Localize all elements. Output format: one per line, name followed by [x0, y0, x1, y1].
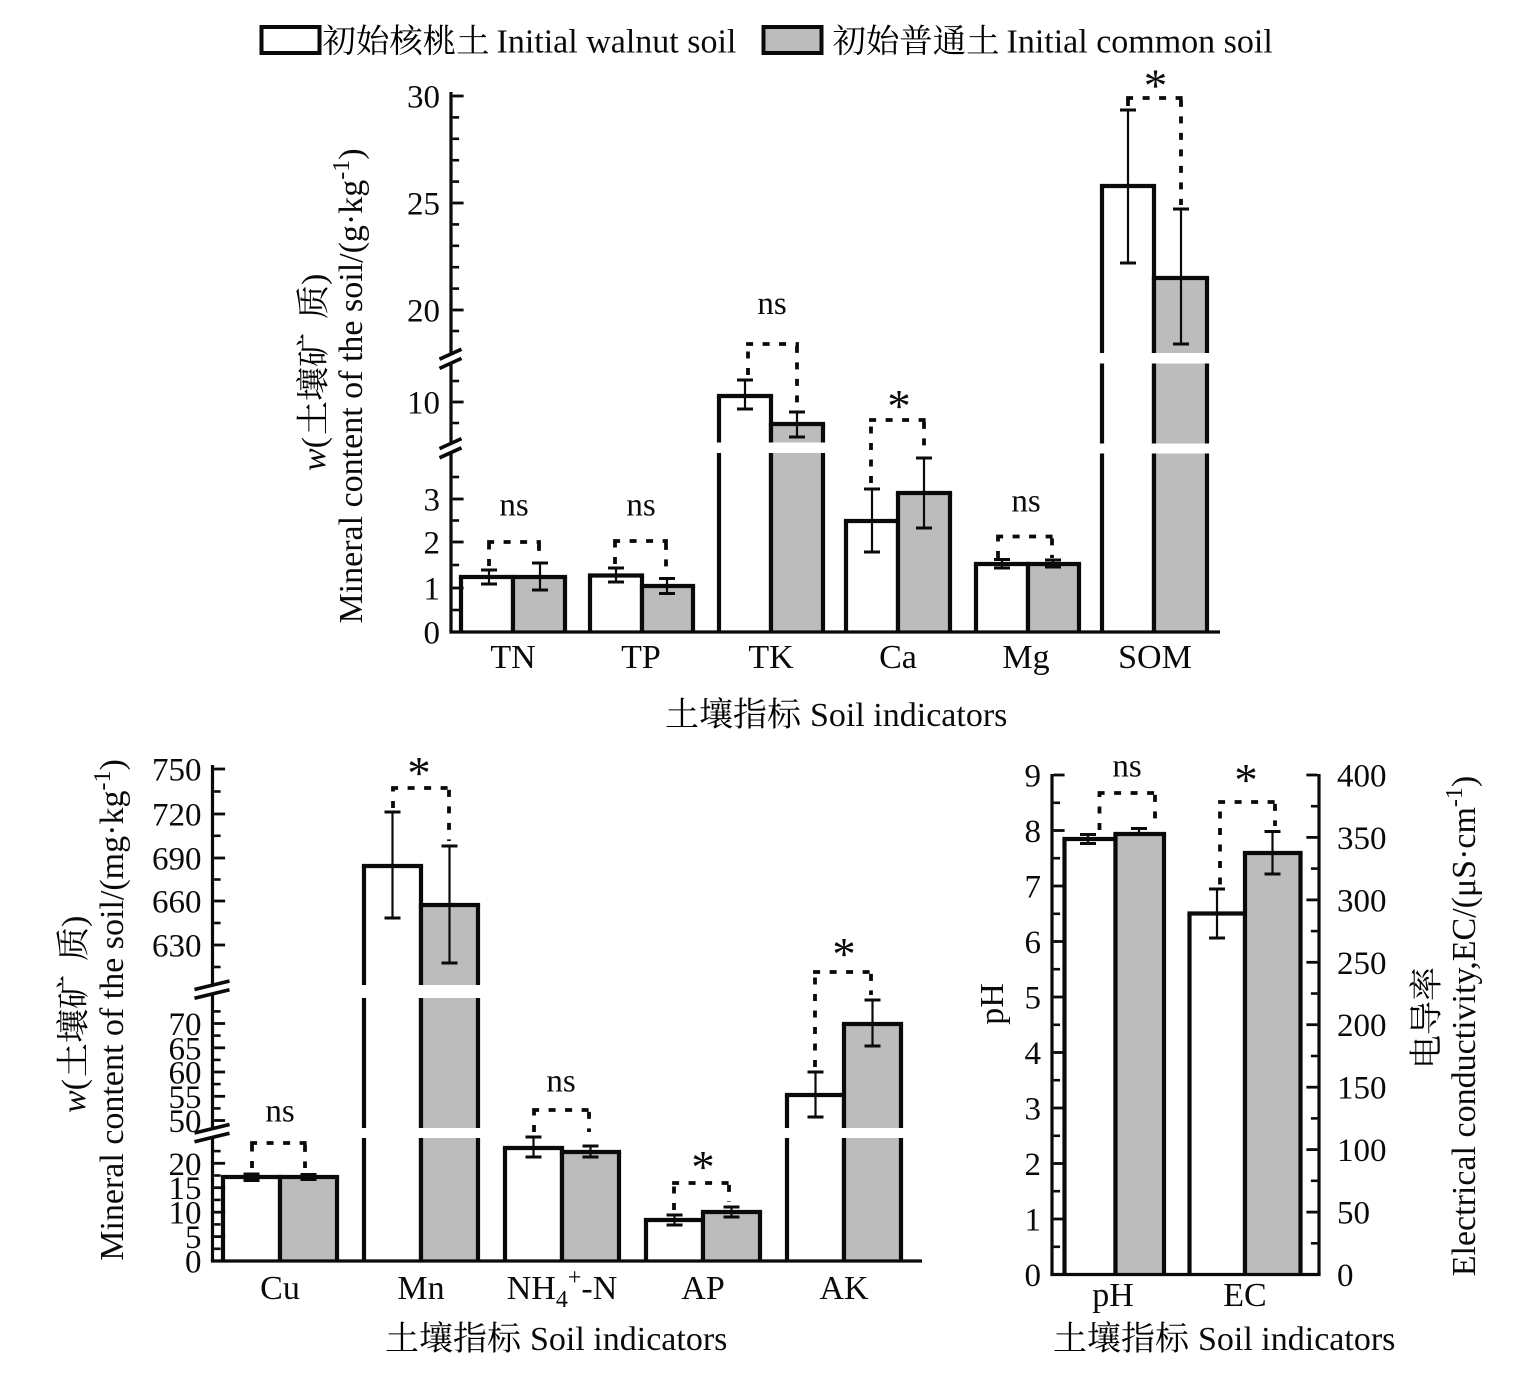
svg-text:10: 10	[407, 386, 440, 422]
svg-text:100: 100	[1337, 1133, 1387, 1169]
svg-text:ns: ns	[1112, 749, 1141, 785]
svg-text:Mineral content of the soil/(g: Mineral content of the soil/(g·kg-1)	[329, 148, 370, 623]
svg-text:Mineral content of the soil/(m: Mineral content of the soil/(mg·kg-1)	[90, 759, 131, 1261]
svg-text:Soil indicators: Soil indicators	[1198, 1321, 1395, 1358]
svg-text:w(: w(	[56, 1079, 93, 1113]
svg-text:2: 2	[424, 526, 441, 562]
svg-text:30: 30	[407, 80, 440, 116]
svg-text:150: 150	[1337, 1071, 1387, 1107]
svg-text:200: 200	[1337, 1008, 1387, 1044]
svg-text:ns: ns	[757, 286, 786, 322]
svg-text:660: 660	[152, 885, 202, 921]
svg-text:2: 2	[1025, 1147, 1042, 1183]
svg-text:*: *	[1144, 60, 1168, 112]
svg-text:*: *	[691, 1142, 715, 1194]
svg-text:720: 720	[152, 798, 202, 834]
svg-text:60: 60	[169, 1056, 202, 1092]
svg-text:50: 50	[169, 1104, 202, 1140]
svg-text:EC: EC	[1223, 1277, 1266, 1314]
svg-text:7: 7	[1025, 870, 1042, 906]
svg-text:350: 350	[1337, 821, 1387, 857]
svg-text:TK: TK	[748, 639, 794, 676]
svg-text:0: 0	[1337, 1258, 1354, 1294]
svg-text:15: 15	[169, 1171, 202, 1207]
svg-text:Electrical conductivity,EC/(μS: Electrical conductivity,EC/(μS·cm-1)	[1442, 776, 1483, 1277]
svg-text:*: *	[887, 381, 911, 433]
svg-text:Soil indicators: Soil indicators	[530, 1321, 727, 1358]
svg-text:3: 3	[1025, 1092, 1042, 1128]
svg-text:0: 0	[185, 1245, 202, 1281]
svg-text:300: 300	[1337, 883, 1387, 919]
svg-text:Initial walnut soil: Initial walnut soil	[497, 24, 737, 61]
svg-text:ns: ns	[546, 1064, 575, 1100]
svg-text:5: 5	[185, 1220, 202, 1256]
svg-text:250: 250	[1337, 946, 1387, 982]
svg-text:6: 6	[1025, 925, 1042, 961]
svg-text:5: 5	[1025, 981, 1042, 1017]
svg-text:ns: ns	[1011, 484, 1040, 520]
svg-text:55: 55	[169, 1080, 202, 1116]
svg-text:630: 630	[152, 929, 202, 965]
svg-text:10: 10	[169, 1196, 202, 1232]
svg-text:Ca: Ca	[879, 639, 917, 676]
svg-text:4: 4	[1025, 1036, 1042, 1072]
svg-text:750: 750	[152, 753, 202, 789]
svg-text:1: 1	[424, 572, 441, 608]
svg-text:TN: TN	[490, 639, 535, 676]
svg-text:20: 20	[407, 294, 440, 330]
svg-text:ns: ns	[265, 1094, 294, 1130]
svg-text:0: 0	[1025, 1258, 1042, 1294]
svg-text:25: 25	[407, 187, 440, 223]
svg-text:*: *	[1234, 755, 1258, 807]
svg-text:ns: ns	[499, 488, 528, 524]
svg-text:pH: pH	[974, 983, 1011, 1025]
svg-text:Initial common soil: Initial common soil	[1007, 24, 1273, 61]
svg-text:690: 690	[152, 842, 202, 878]
svg-text:0: 0	[424, 616, 441, 652]
svg-text:TP: TP	[621, 639, 661, 676]
svg-text:SOM: SOM	[1118, 639, 1192, 676]
svg-text:20: 20	[169, 1147, 202, 1183]
svg-text:): )	[296, 274, 333, 285]
svg-text:3: 3	[424, 483, 441, 519]
svg-text:Mn: Mn	[397, 1270, 444, 1307]
svg-text:70: 70	[169, 1007, 202, 1043]
svg-text:8: 8	[1025, 814, 1042, 850]
svg-text:): )	[56, 916, 93, 927]
svg-text:pH: pH	[1092, 1277, 1134, 1314]
svg-text:9: 9	[1025, 759, 1042, 795]
svg-text:Cu: Cu	[260, 1270, 300, 1307]
svg-text:Soil indicators: Soil indicators	[810, 697, 1007, 734]
svg-text:400: 400	[1337, 759, 1387, 795]
svg-text:ns: ns	[626, 488, 655, 524]
svg-text:AK: AK	[819, 1270, 869, 1307]
svg-text:*: *	[407, 748, 431, 800]
svg-text:w(: w(	[296, 437, 333, 471]
svg-text:Mg: Mg	[1002, 639, 1049, 676]
svg-text:AP: AP	[681, 1270, 724, 1307]
svg-text:65: 65	[169, 1031, 202, 1067]
svg-text:1: 1	[1025, 1203, 1042, 1239]
svg-text:50: 50	[1337, 1196, 1370, 1232]
svg-text:*: *	[832, 929, 856, 981]
